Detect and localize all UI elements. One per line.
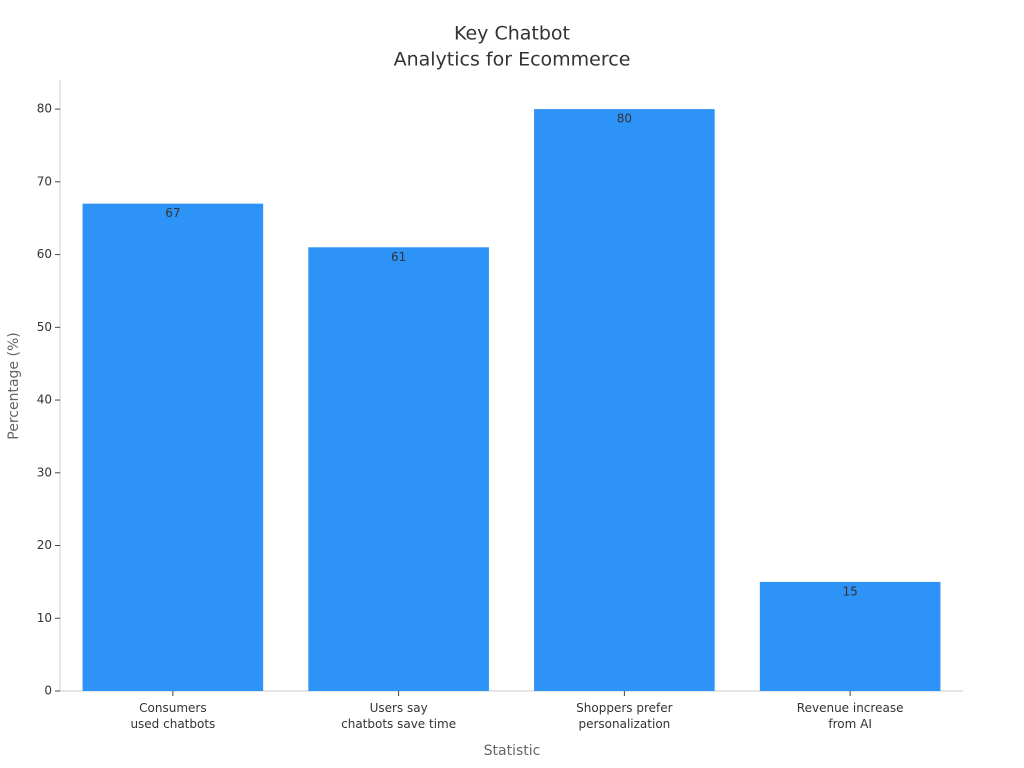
y-tick-label: 80 (37, 102, 52, 116)
bar (308, 247, 489, 692)
y-axis-label: Percentage (%) (6, 332, 22, 439)
value-label: 61 (391, 250, 406, 264)
y-tick-label: 0 (44, 684, 52, 698)
x-tick-label: Consumers used chatbots (130, 701, 215, 731)
bar (759, 581, 941, 691)
x-tick-label: Users say chatbots save time (341, 701, 456, 731)
y-tick-label: 50 (37, 320, 52, 334)
x-tick-label: Shoppers prefer personalization (576, 701, 672, 731)
y-tick-label: 60 (37, 247, 52, 261)
y-tick-label: 10 (37, 611, 52, 625)
y-tick-label: 70 (37, 174, 52, 188)
y-tick-label: 40 (37, 393, 52, 407)
value-label: 80 (617, 112, 632, 126)
bar (534, 109, 715, 692)
chart-title: Analytics for Ecommerce (394, 49, 631, 71)
value-label: 67 (165, 206, 180, 220)
y-tick-label: 20 (37, 538, 52, 552)
y-tick-label: 30 (37, 465, 52, 479)
chart-title: Key Chatbot (454, 23, 570, 45)
x-tick-label: Revenue increase from AI (797, 701, 904, 731)
x-axis-label: Statistic (484, 743, 541, 759)
value-label: 15 (842, 584, 857, 598)
bar (82, 203, 264, 691)
